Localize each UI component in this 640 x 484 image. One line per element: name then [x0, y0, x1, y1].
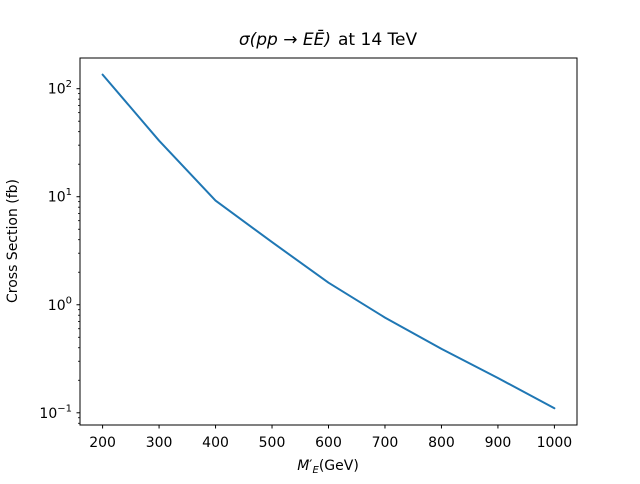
x-label-symbol: M — [297, 458, 309, 474]
x-tick-label: 800 — [428, 435, 455, 451]
x-tick-label: 900 — [485, 435, 512, 451]
x-tick-label: 700 — [372, 435, 399, 451]
plot-area: 200 300 400 500 600 700 800 900 1000 102 101 100 10−… — [39, 57, 578, 451]
data-line — [101, 73, 556, 410]
axes-spines — [79, 57, 578, 426]
y-axis-label: Cross Section (fb) — [5, 179, 21, 303]
plot-title: σ(pp → EĒ) at 14 TeV — [239, 28, 418, 50]
title-rest-part: at 14 TeV — [338, 30, 417, 50]
x-tick-label: 600 — [315, 435, 342, 451]
x-label-prime: ′ — [309, 458, 312, 474]
x-label-unit: (GeV) — [319, 458, 359, 474]
title-math-part: σ(pp → EĒ) — [239, 28, 331, 50]
x-tick-label: 200 — [89, 435, 116, 451]
y-tick-label: 10−1 — [39, 403, 72, 422]
y-tick-label: 102 — [48, 79, 72, 98]
y-tick-label: 101 — [48, 187, 72, 206]
x-tick-label: 300 — [146, 435, 173, 451]
x-tick-label: 400 — [202, 435, 229, 451]
x-label-subscript: E — [312, 465, 319, 476]
y-tick-label: 100 — [48, 295, 72, 314]
x-tick-label: 1000 — [537, 435, 573, 451]
x-axis-label: M′E(GeV) — [297, 458, 359, 476]
x-tick-label: 500 — [259, 435, 286, 451]
